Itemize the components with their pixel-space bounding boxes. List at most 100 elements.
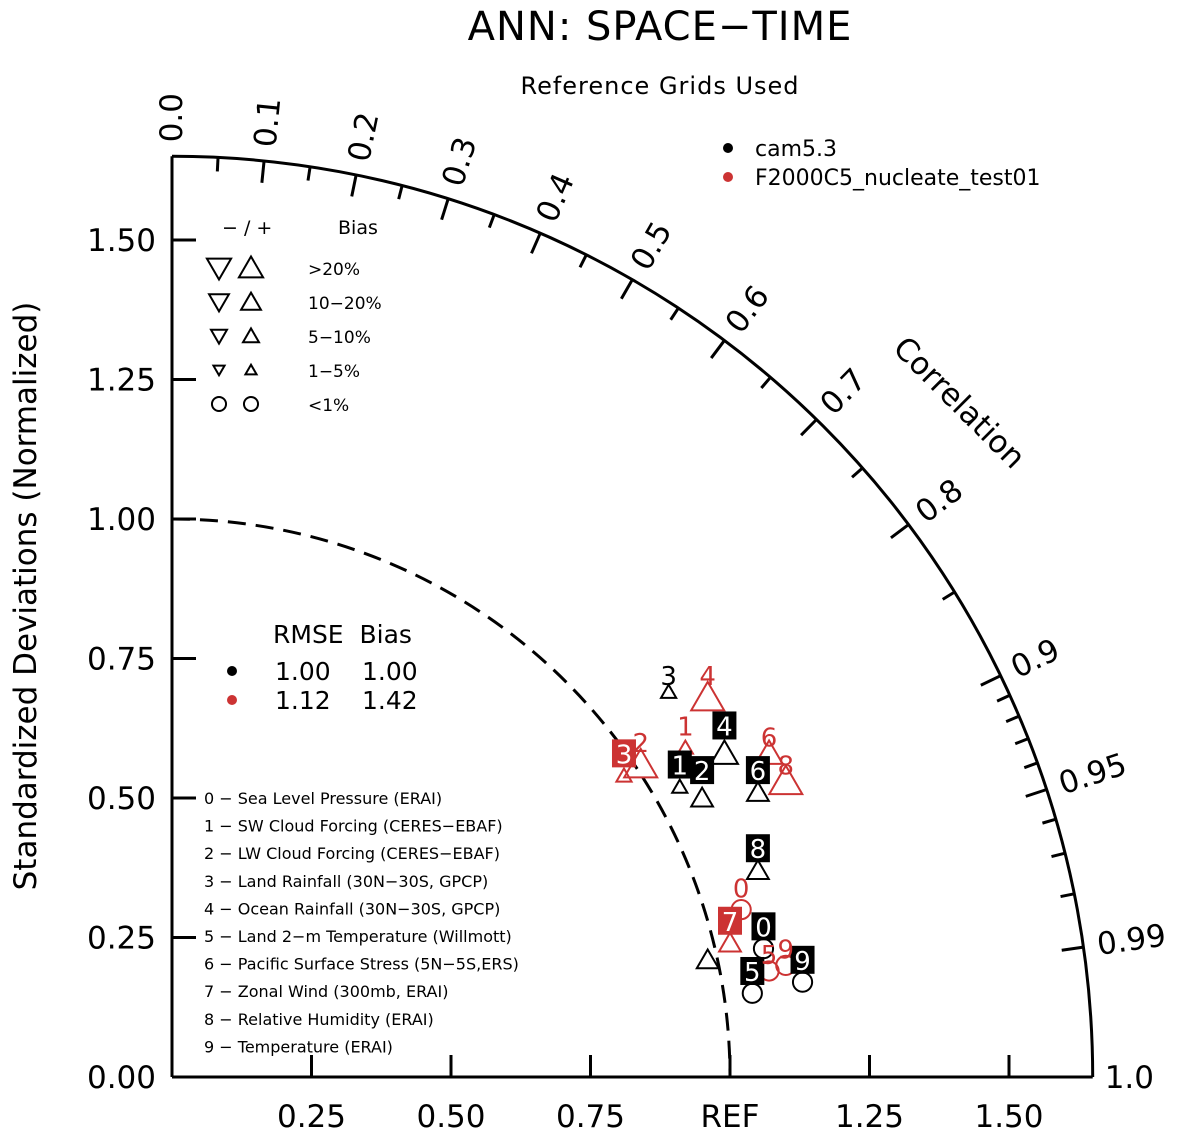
data-point — [659, 682, 678, 699]
y-axis-label: Standardized Deviations (Normalized) — [8, 302, 44, 891]
corr-minor-tick — [578, 254, 588, 268]
data-point — [614, 766, 634, 783]
data-point — [695, 947, 721, 970]
corr-minor-tick — [1023, 761, 1038, 770]
data-point — [717, 930, 743, 953]
rmse-bias-table: RMSE Bias 1.00 1.00 1.12 1.42 — [227, 620, 418, 715]
corr-tick-label: 0.8 — [909, 472, 970, 530]
bias-legend-up-triangle-icon — [243, 362, 259, 376]
corr-minor-tick — [941, 590, 956, 601]
legend-label-f2000c5: F2000C5_nucleate_test01 — [755, 166, 1041, 191]
corr-minor-tick — [487, 214, 496, 229]
variable-legend-item: 0 − Sea Level Pressure (ERAI) — [204, 789, 442, 808]
bias-legend-down-triangle-icon — [209, 328, 229, 346]
bias-legend-down-triangle-icon — [205, 257, 233, 282]
point-label: 8 — [750, 835, 767, 865]
point-label-box — [712, 711, 737, 740]
rmse-value-red: 1.12 — [275, 686, 331, 715]
variable-legend-item: 3 − Land Rainfall (30N−30S, GPCP) — [204, 872, 488, 891]
bias-legend-label: >20% — [308, 260, 360, 280]
corr-tick-label: 1.0 — [1105, 1060, 1154, 1096]
rmse-value-black: 1.00 — [275, 657, 331, 686]
corr-tick — [710, 339, 726, 359]
variable-legend-item: 8 − Relative Humidity (ERAI) — [204, 1010, 434, 1029]
point-label: 5 — [744, 958, 761, 988]
y-tick-label: 1.25 — [87, 363, 156, 399]
bias-legend-sign-header: − / + — [222, 217, 272, 239]
point-label-box — [667, 750, 692, 779]
legend-marker-cam5 — [723, 143, 733, 153]
point-label-box — [790, 945, 815, 974]
corr-tick — [980, 674, 1002, 687]
corr-tick — [530, 232, 542, 254]
bias-legend-down-triangle-icon — [207, 293, 231, 314]
reference-arc — [171, 517, 732, 1078]
rmse-row-marker-red — [227, 695, 237, 705]
point-label-box — [740, 956, 765, 985]
correlation-axis-label: Correlation — [886, 330, 1032, 476]
x-tick-label: 0.25 — [277, 1099, 346, 1135]
corr-minor-tick — [1005, 714, 1020, 724]
corr-tick-label: 0.3 — [435, 133, 484, 191]
bias-value-black: 1.00 — [362, 657, 418, 686]
legend-label-cam5: cam5.3 — [755, 137, 837, 162]
outer-arc — [171, 154, 1095, 1078]
point-label: 4 — [716, 712, 733, 742]
point-label: 1 — [672, 752, 689, 782]
y-tick-label: 0.25 — [87, 921, 156, 957]
model-legend: cam5.3 F2000C5_nucleate_test01 — [723, 137, 1041, 191]
y-tick-label: 1.00 — [87, 502, 156, 538]
variable-legend-item: 6 − Pacific Surface Stress (5N−5S,ERS) — [204, 955, 519, 974]
point-label: 9 — [794, 947, 811, 977]
corr-tick-label: 0.95 — [1054, 746, 1131, 802]
variable-legend-item: 9 − Temperature (ERAI) — [204, 1037, 393, 1056]
corr-tick-label: 0.6 — [718, 279, 776, 340]
corr-minor-tick — [306, 166, 312, 181]
point-label: 6 — [750, 757, 767, 787]
y-tick-label: 0.50 — [87, 781, 156, 817]
point-label: 1 — [677, 712, 694, 742]
corr-minor-tick — [397, 185, 404, 200]
bias-legend-label: 10−20% — [308, 294, 382, 314]
point-label: 7 — [722, 908, 739, 938]
bias-value-red: 1.42 — [362, 686, 418, 715]
point-label-box — [611, 739, 636, 768]
point-label: 3 — [616, 740, 633, 770]
corr-minor-tick — [1042, 817, 1057, 825]
corr-minor-tick — [1060, 892, 1075, 899]
variable-legend-item: 5 − Land 2−m Temperature (Willmott) — [204, 927, 512, 946]
legend-marker-f2000c5 — [723, 172, 733, 182]
corr-tick-label: 0.4 — [529, 168, 582, 228]
corr-minor-tick — [215, 157, 220, 172]
x-tick-label: REF — [701, 1099, 760, 1135]
bias-legend-up-triangle-icon — [237, 254, 265, 279]
corr-tick — [620, 278, 634, 300]
corr-tick-label: 0.5 — [624, 216, 680, 277]
bias-legend-circle-icon — [242, 395, 260, 413]
variable-legend-item: 2 − LW Cloud Forcing (CERES−EBAF) — [204, 844, 500, 863]
corr-tick — [1025, 788, 1048, 798]
data-point — [767, 763, 805, 796]
bias-legend: − / + Bias >20% 10−20% 5−10% 1−5% <1% — [205, 217, 382, 416]
point-label: 2 — [632, 729, 649, 759]
corr-minor-tick — [996, 693, 1011, 703]
point-label-box — [690, 756, 715, 785]
point-label: 0 — [755, 913, 772, 943]
bias-legend-bias-header: Bias — [338, 217, 378, 239]
x-tick-label: 1.50 — [974, 1099, 1043, 1135]
variable-legend-item: 4 − Ocean Rainfall (30N−30S, GPCP) — [204, 899, 500, 918]
bias-legend-up-triangle-icon — [239, 290, 263, 311]
corr-tick-label: 0.9 — [1005, 632, 1065, 686]
point-label: 3 — [660, 662, 677, 692]
corr-tick-label: 0.99 — [1095, 918, 1168, 963]
bias-legend-circle-icon — [210, 395, 228, 413]
corr-minor-tick — [1051, 851, 1066, 859]
corr-tick — [440, 198, 450, 221]
axes: 0.000.250.500.751.001.251.500.25 0.50 0.75… — [87, 93, 1168, 1135]
bias-legend-up-triangle-icon — [241, 326, 261, 344]
variables-legend: 0 − Sea Level Pressure (ERAI) 1 − SW Clou… — [204, 789, 519, 1056]
corr-minor-tick — [851, 466, 864, 479]
corr-tick — [260, 160, 266, 183]
